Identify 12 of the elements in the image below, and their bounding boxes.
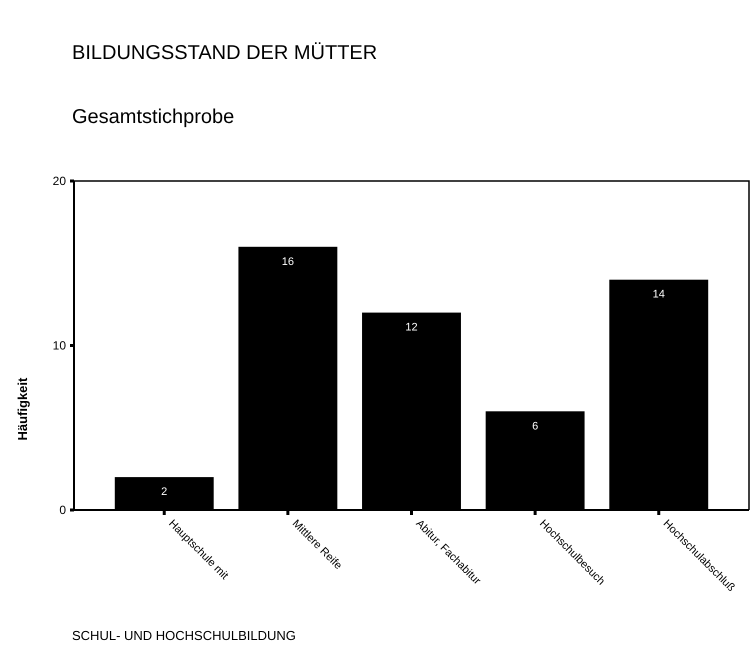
y-tick-label: 0	[59, 503, 66, 518]
y-tick-label: 20	[52, 174, 66, 188]
y-tick-label: 10	[52, 338, 66, 353]
y-axis-title: Häufigkeit	[15, 376, 30, 440]
data-label: 2	[161, 486, 168, 498]
data-label: 12	[405, 322, 418, 334]
chart-subtitle: Gesamtstichprobe	[72, 106, 234, 128]
data-label: 14	[652, 288, 665, 301]
chart-title: BILDUNGSSTAND DER MÜTTER	[72, 42, 378, 64]
data-label: 16	[282, 256, 294, 268]
data-label: 6	[532, 420, 538, 432]
x-axis-title: SCHUL- UND HOCHSCHULBILDUNG	[72, 628, 296, 643]
